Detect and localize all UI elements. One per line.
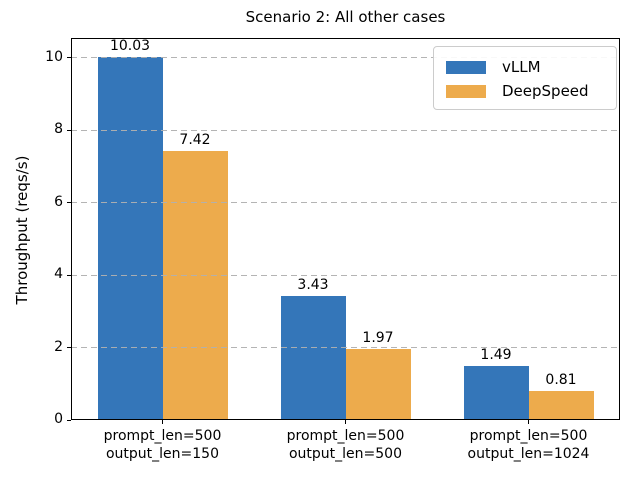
bar-vllm-2 [463,366,529,420]
bar-value-label: 1.49 [480,347,512,364]
legend-entry: vLLM [446,55,606,79]
x-tick-mark [345,420,346,424]
chart-title: Scenario 2: All other cases [245,8,446,26]
y-tick-mark [67,202,71,204]
x-tick-label-line: output_len=1024 [467,446,590,462]
y-tick-mark [67,57,71,59]
y-tick-label: 2 [54,338,63,355]
legend-swatch [446,60,486,74]
x-tick-mark [162,420,163,424]
bar-value-label: 0.81 [545,371,577,388]
x-tick-label-line: output_len=500 [288,446,402,462]
y-tick-label: 4 [54,266,63,283]
bar-value-label: 3.43 [297,276,329,293]
bar-value-label: 10.03 [109,37,151,54]
bar-deepspeed-0 [162,151,228,420]
y-tick-mark [67,274,71,276]
legend-swatch [446,84,486,98]
y-tick-label: 8 [54,121,63,138]
x-tick-label-line: prompt_len=500 [103,428,222,444]
bar-value-label: 7.42 [179,132,211,149]
legend-entry: DeepSpeed [446,79,606,103]
y-tick-label: 6 [54,193,63,210]
x-tick-label-line: prompt_len=500 [286,428,405,444]
x-tick-mark [528,420,529,424]
y-tick-mark [67,347,71,349]
x-tick-label: prompt_len=500 output_len=500 [251,427,441,463]
bar-deepspeed-1 [345,348,411,420]
x-tick-label-line: prompt_len=500 [469,428,588,444]
legend-label: DeepSpeed [502,82,589,100]
bar-vllm-1 [280,295,346,420]
y-tick-mark [67,419,71,421]
x-tick-label: prompt_len=500 output_len=1024 [434,427,624,463]
bar-deepspeed-2 [528,390,594,420]
y-tick-mark [67,129,71,131]
x-tick-label-line: output_len=150 [105,446,219,462]
x-tick-label: prompt_len=500 output_len=150 [68,427,258,463]
legend-label: vLLM [502,58,541,76]
y-tick-label: 10 [45,48,63,65]
y-tick-label: 0 [54,411,63,427]
bar-value-label: 1.97 [362,329,394,346]
legend: vLLM DeepSpeed [433,46,617,110]
bar-vllm-0 [97,56,163,420]
